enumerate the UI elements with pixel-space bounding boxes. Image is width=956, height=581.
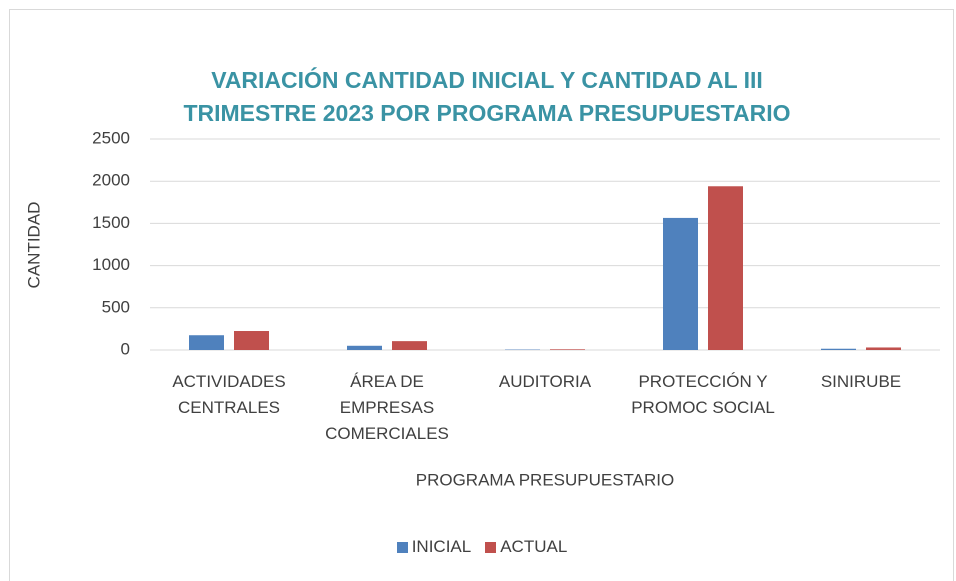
y-axis-title: CANTIDAD bbox=[24, 202, 43, 289]
bar bbox=[392, 341, 427, 350]
x-tick-label: ACTIVIDADES CENTRALES bbox=[172, 372, 286, 417]
y-tick-label: 0 bbox=[121, 339, 130, 358]
bar bbox=[663, 217, 698, 350]
y-tick-label: 1500 bbox=[92, 213, 130, 232]
x-tick-label: SINIRUBE bbox=[820, 372, 902, 391]
y-tick-label: 500 bbox=[102, 297, 130, 316]
bar bbox=[347, 345, 382, 350]
legend-label: INICIAL bbox=[411, 537, 472, 556]
y-tick-label: 2500 bbox=[92, 128, 130, 147]
x-axis-title: PROGRAMA PRESUPUESTARIO bbox=[416, 470, 675, 489]
x-tick-label: PROTECCIÓN Y PROMOC SOCIAL bbox=[631, 372, 775, 417]
legend-swatch bbox=[396, 541, 408, 553]
bar bbox=[821, 348, 856, 350]
legend-item: INICIAL bbox=[396, 537, 472, 557]
chart-border bbox=[9, 9, 954, 581]
y-tick-label: 2000 bbox=[92, 171, 130, 190]
bar bbox=[866, 347, 901, 350]
x-tick-label: AUDITORIA bbox=[498, 372, 592, 391]
x-tick-label: ÁREA DE EMPRESAS COMERCIALES bbox=[325, 372, 449, 443]
bar bbox=[234, 331, 269, 350]
chart-title: VARIACIÓN CANTIDAD INICIAL Y CANTIDAD AL… bbox=[183, 67, 791, 126]
bar bbox=[189, 335, 224, 350]
bar bbox=[550, 349, 585, 350]
legend-item: ACTUAL bbox=[485, 537, 567, 557]
legend-swatch bbox=[485, 541, 497, 553]
legend-label: ACTUAL bbox=[500, 537, 568, 556]
legend: INICIAL ACTUAL bbox=[0, 537, 956, 557]
bar bbox=[708, 186, 743, 350]
y-tick-label: 1000 bbox=[92, 255, 130, 274]
